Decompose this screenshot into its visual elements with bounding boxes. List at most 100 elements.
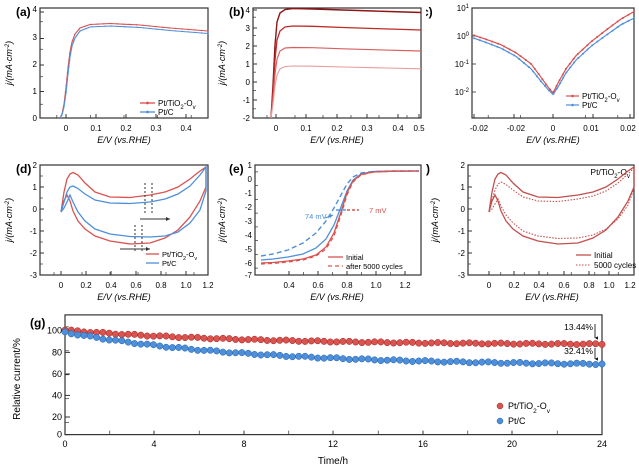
svg-text:after 5000 cycles: after 5000 cycles: [346, 262, 403, 271]
svg-text:24: 24: [597, 439, 607, 449]
svg-text:0: 0: [59, 281, 64, 290]
svg-text:1: 1: [248, 161, 253, 170]
svg-text:-5: -5: [245, 245, 253, 254]
svg-text:0.2: 0.2: [80, 281, 92, 290]
svg-text:0: 0: [33, 205, 38, 214]
svg-text:40: 40: [52, 391, 62, 401]
svg-text:3: 3: [246, 24, 251, 33]
svg-text:16: 16: [418, 439, 428, 449]
svg-text:8: 8: [241, 439, 246, 449]
svg-text:1.2: 1.2: [399, 281, 411, 290]
svg-text:0: 0: [57, 430, 62, 440]
svg-text:j/(mA·cm-2): j/(mA·cm-2): [4, 198, 14, 243]
svg-text:0.8: 0.8: [155, 281, 167, 290]
svg-text:-3: -3: [245, 217, 253, 226]
svg-text:0.01: 0.01: [583, 124, 599, 133]
svg-text:0.4: 0.4: [283, 281, 295, 290]
svg-text:(d): (d): [16, 162, 31, 176]
svg-text:2: 2: [246, 42, 251, 51]
svg-text:20: 20: [52, 412, 62, 422]
svg-text:101: 101: [457, 4, 470, 13]
svg-text:1.2: 1.2: [624, 281, 636, 290]
svg-text:0.3: 0.3: [150, 124, 162, 133]
svg-text:74 mV: 74 mV: [305, 212, 327, 221]
svg-text:-3: -3: [458, 271, 466, 280]
svg-text:10-1: 10-1: [455, 60, 470, 69]
svg-text:13.44%: 13.44%: [564, 322, 593, 332]
svg-text:-4: -4: [245, 231, 253, 240]
svg-text:0.1: 0.1: [300, 124, 312, 133]
svg-text:-2: -2: [243, 114, 251, 123]
svg-text:0.2: 0.2: [331, 124, 343, 133]
svg-text:Pt/TiO2-Ov: Pt/TiO2-Ov: [508, 401, 551, 415]
svg-text:4: 4: [151, 439, 156, 449]
svg-text:-7: -7: [245, 271, 253, 280]
svg-text:j/(mA·cm-2): j/(mA·cm-2): [217, 198, 227, 243]
svg-text:3: 3: [33, 33, 38, 42]
svg-text:2: 2: [33, 161, 38, 170]
svg-text:j/(mA·cm-2): j/(mA·cm-2): [430, 198, 440, 243]
svg-text:1.2: 1.2: [202, 281, 213, 290]
svg-text:Initial: Initial: [346, 253, 364, 262]
svg-text:0.6: 0.6: [558, 281, 570, 290]
svg-text:20: 20: [507, 439, 517, 449]
svg-text:E/V (vs.RHE): E/V (vs.RHE): [310, 135, 364, 145]
svg-text:-2: -2: [30, 249, 38, 258]
svg-text:-2: -2: [458, 249, 466, 258]
svg-text:0.2: 0.2: [508, 281, 520, 290]
svg-text:0.2: 0.2: [120, 124, 132, 133]
svg-text:0.3: 0.3: [361, 124, 373, 133]
svg-text:Pt/C: Pt/C: [162, 259, 177, 268]
svg-text:1: 1: [33, 183, 38, 192]
svg-text:7 mV: 7 mV: [369, 206, 387, 215]
svg-text:0: 0: [248, 175, 253, 184]
svg-text:-1: -1: [30, 227, 38, 236]
svg-text:-1: -1: [243, 96, 251, 105]
svg-text:-2: -2: [245, 203, 253, 212]
svg-text:4: 4: [246, 6, 251, 15]
svg-text:0.5: 0.5: [413, 124, 425, 133]
svg-text:-6: -6: [245, 259, 253, 268]
svg-text:0: 0: [33, 114, 38, 123]
svg-text:-0.02: -0.02: [507, 124, 526, 133]
svg-text:j/(mA·cm-2): j/(mA·cm-2): [4, 41, 14, 86]
svg-text:Pt/C: Pt/C: [508, 416, 526, 426]
svg-text:1: 1: [246, 60, 251, 69]
svg-text:0.4: 0.4: [180, 124, 192, 133]
svg-text:1: 1: [461, 183, 466, 192]
svg-text:12: 12: [328, 439, 338, 449]
svg-text:4: 4: [33, 5, 38, 14]
svg-text:80: 80: [52, 348, 62, 358]
svg-text:(c): (c): [426, 5, 433, 19]
svg-text:0: 0: [64, 124, 69, 133]
svg-text:0: 0: [551, 124, 556, 133]
svg-text:100: 100: [457, 32, 470, 41]
svg-text:Pt/C: Pt/C: [158, 108, 174, 117]
svg-text:100: 100: [47, 326, 62, 336]
svg-text:(f): (f): [426, 162, 430, 176]
svg-text:E/V (vs.RHE): E/V (vs.RHE): [526, 135, 580, 145]
svg-text:-1: -1: [245, 189, 253, 198]
svg-text:1.0: 1.0: [370, 281, 382, 290]
svg-text:0.4: 0.4: [105, 281, 117, 290]
svg-text:0: 0: [274, 124, 279, 133]
svg-text:32.41%: 32.41%: [564, 346, 593, 356]
svg-text:Relative current/%: Relative current/%: [12, 338, 23, 420]
svg-text:E/V (vs.RHE): E/V (vs.RHE): [525, 292, 579, 302]
svg-text:E/V (vs.RHE): E/V (vs.RHE): [97, 292, 151, 302]
svg-text:0.6: 0.6: [130, 281, 142, 290]
svg-text:0.6: 0.6: [312, 281, 324, 290]
svg-text:1: 1: [33, 87, 38, 96]
svg-text:(b): (b): [229, 5, 244, 19]
svg-text:-1: -1: [458, 227, 466, 236]
svg-text:60: 60: [52, 369, 62, 379]
svg-text:E/V (vs.RHE): E/V (vs.RHE): [97, 135, 151, 145]
svg-text:0.1: 0.1: [90, 124, 102, 133]
svg-text:Time/h: Time/h: [318, 456, 348, 467]
svg-text:1.0: 1.0: [180, 281, 192, 290]
svg-text:0.8: 0.8: [583, 281, 595, 290]
svg-text:5000 cycles: 5000 cycles: [594, 261, 636, 270]
svg-text:0.02: 0.02: [620, 124, 636, 133]
svg-text:(g): (g): [30, 316, 45, 330]
svg-text:0.8: 0.8: [341, 281, 353, 290]
